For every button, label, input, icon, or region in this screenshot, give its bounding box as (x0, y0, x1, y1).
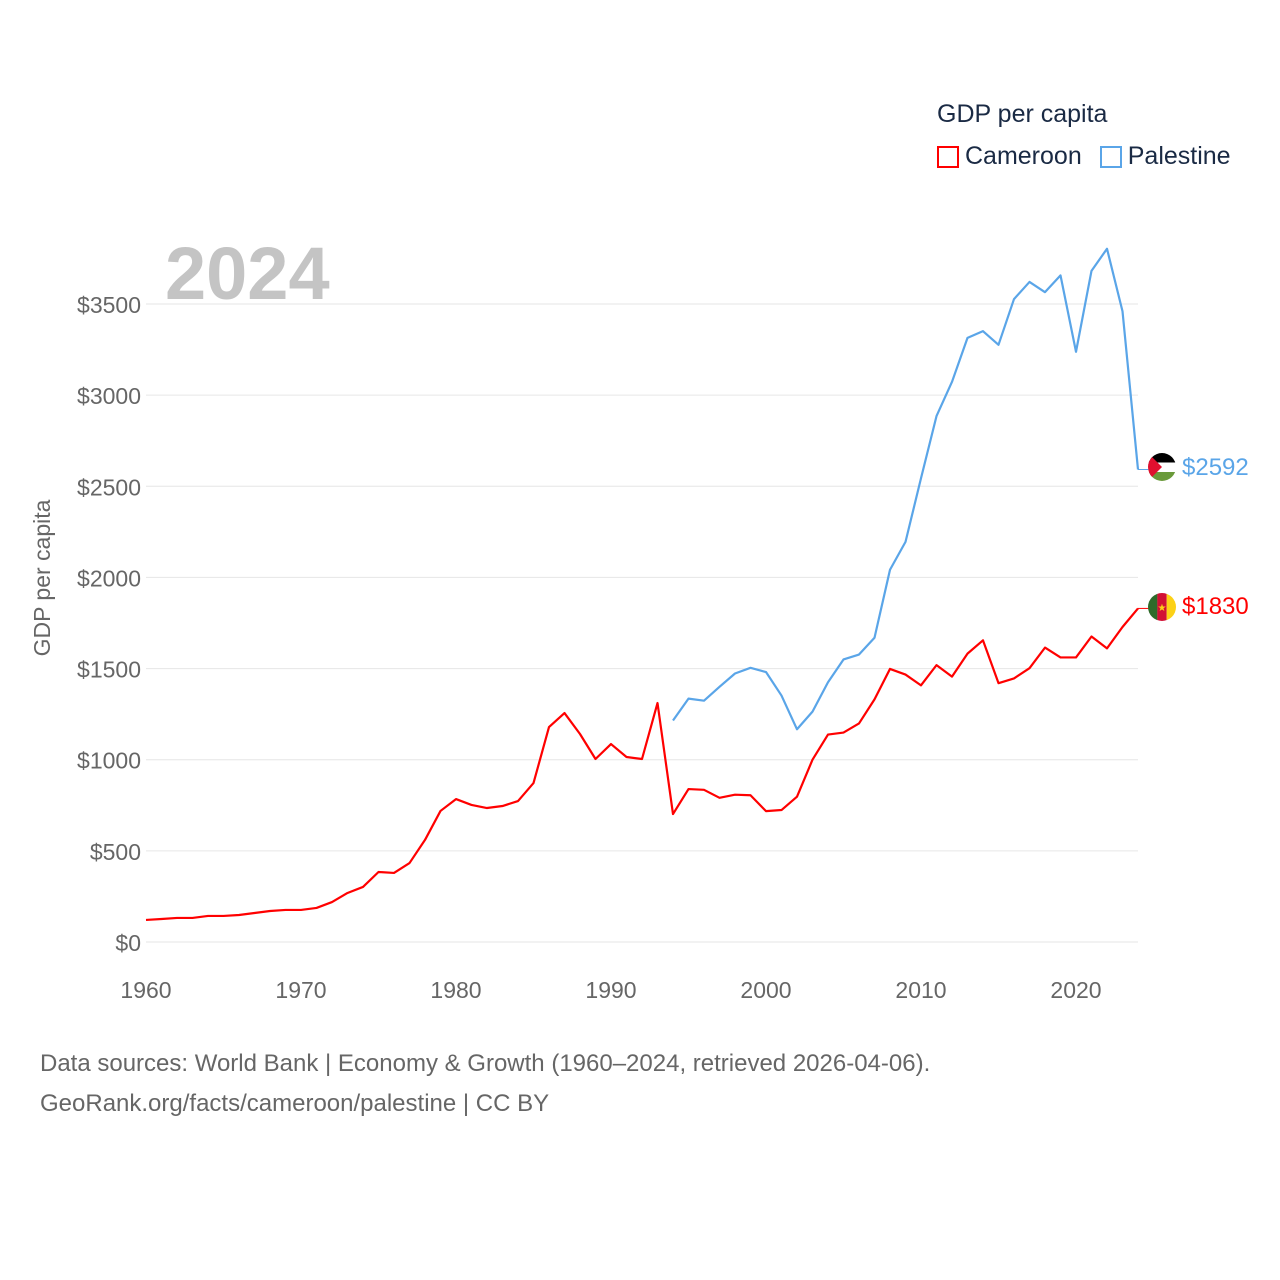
year-watermark: 2024 (165, 232, 330, 315)
y-axis-label: GDP per capita (29, 499, 55, 656)
series-lines (145, 247, 1150, 922)
source-link[interactable]: GeoRank.org/facts/cameroon/palestine | C… (40, 1090, 550, 1117)
x-axis-ticks: 1960 1970 1980 1990 2000 2010 2020 (120, 977, 1101, 1003)
footer: Data sources: World Bank | Economy & Gro… (40, 1044, 930, 1124)
legend-label: Cameroon (965, 142, 1082, 170)
cameroon-end-label: $1830 (1182, 593, 1249, 620)
x-tick-label: 1980 (430, 977, 481, 1003)
series-line-palestine (672, 247, 1140, 731)
y-tick-label: $0 (115, 930, 141, 956)
y-axis-ticks: $0 $500 $1000 $1500 $2000 $2500 $3000 $3500 (77, 292, 141, 956)
x-tick-label: 1990 (585, 977, 636, 1003)
y-tick-label: $3500 (77, 292, 141, 318)
palestine-flag-icon (1148, 453, 1176, 481)
x-tick-label: 1970 (275, 977, 326, 1003)
data-source-text: Data sources: World Bank | Economy & Gro… (40, 1050, 931, 1077)
x-tick-label: 2000 (740, 977, 791, 1003)
legend-item-cameroon[interactable]: Cameroon (937, 142, 1082, 171)
y-tick-label: $2500 (77, 474, 141, 500)
legend-item-palestine[interactable]: Palestine (1099, 142, 1231, 171)
svg-text:★: ★ (1158, 603, 1167, 614)
x-tick-label: 2020 (1050, 977, 1101, 1003)
legend: Cameroon Palestine (937, 142, 1231, 171)
x-tick-label: 1960 (120, 977, 171, 1003)
legend-title: GDP per capita (937, 100, 1108, 128)
cameroon-flag-icon: ★ (1148, 593, 1176, 621)
y-tick-label: $2000 (77, 565, 141, 591)
gridlines (146, 303, 1138, 943)
cameroon-swatch (937, 145, 959, 168)
legend-label: Palestine (1127, 142, 1231, 170)
palestine-swatch (1099, 145, 1122, 168)
y-tick-label: $1500 (77, 657, 141, 683)
x-tick-label: 2010 (895, 977, 946, 1003)
y-tick-label: $1000 (77, 748, 141, 774)
palestine-end-label: $2592 (1182, 454, 1249, 481)
y-tick-label: $3000 (77, 383, 141, 409)
y-tick-label: $500 (90, 839, 141, 865)
series-line-cameroon (145, 607, 1139, 922)
